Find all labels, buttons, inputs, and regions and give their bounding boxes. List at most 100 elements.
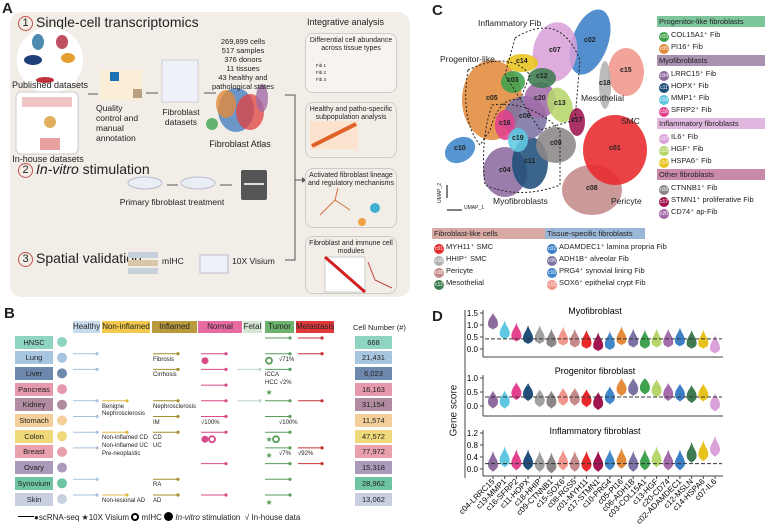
- stat-tissues: 11 tissues: [226, 64, 260, 73]
- kidney-icon: [56, 35, 68, 49]
- lung-icon: [32, 34, 44, 50]
- visium-star-icon: ★: [266, 451, 273, 460]
- violin-c03-COL15A1: [639, 449, 650, 471]
- annotation: √7%: [279, 450, 291, 457]
- legend-group-title: Progenitor-like fibroblasts: [657, 16, 765, 27]
- annotation: Nephrosclerosis: [153, 403, 197, 410]
- scrna-seq-dot: [320, 446, 324, 450]
- y-tick-label: 0.8: [467, 441, 479, 450]
- cluster-label-c07: c07: [549, 47, 561, 54]
- cluster-label-c14: c14: [516, 58, 528, 65]
- cluster-label-c03: c03: [507, 77, 519, 84]
- qc-block: [110, 72, 119, 81]
- subplot-title: Inflammatory fibroblast: [549, 426, 641, 436]
- violin-c09-CTNNB1: [546, 390, 557, 409]
- scrna-seq-dot: [320, 462, 324, 466]
- scrna-seq-dot: [224, 383, 228, 387]
- legend-item: c12 Mesothelial: [434, 277, 484, 290]
- legend-item: c11 HOPX⁺ Fib: [659, 80, 709, 93]
- legend-item-label: SOX6⁺ epithelial crypt Fib: [559, 278, 646, 287]
- scrna-seq-dot: [95, 367, 99, 371]
- violin-c04-LRRC15: [488, 390, 498, 409]
- legend-scrna: scRNA-seq: [38, 513, 80, 522]
- violin-c18-HHIP: [534, 325, 545, 345]
- legend-item-label: HHIP⁺ SMC: [446, 254, 487, 263]
- star-icon: ★: [81, 513, 89, 522]
- panel-b-label: B: [4, 305, 15, 322]
- violin-c17-STMN1: [593, 392, 604, 411]
- cluster-dot-icon: c08: [434, 268, 444, 278]
- legend-inhouse: √ In-house data: [244, 513, 301, 522]
- step-number: 1: [18, 16, 33, 31]
- legend-item-label: IL6⁺ Fib: [671, 132, 698, 141]
- legend-item-label: ADAMDEC1⁺ lamina propria Fib: [559, 242, 667, 251]
- cell-number: 668: [355, 335, 392, 349]
- violin-c02-ADAMDEC1: [674, 449, 685, 471]
- mihc-slide-icon: [128, 268, 158, 274]
- legend-item: c15 SOX6⁺ epithelial crypt Fib: [547, 277, 646, 290]
- violin-c15-SOX6: [558, 449, 569, 471]
- organ-icon: [57, 478, 67, 489]
- violin-c01-MYH11: [581, 329, 592, 349]
- scrna-seq-dot: [224, 430, 228, 434]
- scrna-seq-dot: [224, 462, 228, 466]
- stat-samples: 517 samples: [221, 46, 265, 55]
- scrna-seq-dot: [288, 399, 292, 403]
- column-header-normal: Normal: [198, 321, 242, 333]
- cluster-label-c13: c13: [554, 100, 566, 107]
- step-number: 3: [18, 252, 33, 267]
- scrna-seq-dot: [258, 367, 262, 371]
- in-vitro-dot-icon: [201, 435, 209, 443]
- scrna-seq-dot: [95, 493, 99, 497]
- legend-item-label: LRRC15⁺ Fib: [671, 69, 717, 78]
- legend-item: c10 PRG4⁺ synovial lining Fib: [547, 265, 645, 278]
- cluster-label-c19: c19: [512, 135, 524, 142]
- violin-c04-LRRC15: [488, 313, 498, 330]
- cluster-dot-icon: c15: [547, 280, 557, 290]
- legend-item: c04 LRRC15⁺ Fib: [659, 68, 716, 81]
- survival-curve-icon: [367, 261, 393, 289]
- legend-group-title: Other fibroblasts: [657, 169, 765, 180]
- cell-number: 13,062: [355, 492, 392, 506]
- y-tick-label: 1.5: [467, 309, 479, 318]
- step-2-title: 2 In-vitro stimulation: [18, 161, 150, 178]
- violin-c07-IL6: [710, 334, 720, 354]
- violin-c19-MMP1: [499, 446, 510, 468]
- scrna-seq-dot: [176, 477, 180, 481]
- pancreas-icon: [36, 77, 54, 83]
- tissue-label: Stomach: [15, 414, 53, 427]
- panel-b-legend: ●scRNA-seq ★10X Visium mIHC In-vitro sti…: [18, 512, 300, 522]
- cluster-label-c17: c17: [571, 117, 583, 124]
- cluster-label-c09: c09: [550, 140, 562, 147]
- organ-icon: [57, 368, 67, 379]
- annotation: √100%: [279, 419, 298, 426]
- mihc-ring-icon: [272, 435, 280, 444]
- cluster-label-c10: c10: [454, 145, 466, 152]
- cluster-dot-icon: c12: [434, 280, 444, 290]
- cell-icon: [44, 116, 56, 128]
- violin-c01-MYH11: [581, 450, 592, 472]
- cell-number: 47,572: [355, 429, 392, 443]
- cluster-dot-icon: c13: [659, 146, 669, 156]
- liver-icon: [24, 55, 42, 65]
- legend-item: c08 Pericyte: [434, 265, 473, 278]
- y-tick-label: 0.0: [467, 465, 479, 474]
- cluster-dot-icon: c14: [659, 158, 669, 168]
- scrna-seq-dot: [224, 399, 228, 403]
- tissue-label: Synovium: [15, 476, 53, 490]
- stat-donors: 376 donors: [224, 55, 262, 64]
- fibroblast-datasets-label: Fibroblast datasets: [162, 107, 200, 127]
- violin-c02-ADAMDEC1: [674, 383, 685, 402]
- cell-number: 15,318: [355, 461, 392, 475]
- violin-c01-MYH11: [581, 389, 592, 408]
- violin-c12-MSLN: [686, 441, 697, 463]
- cluster-label-c04: c04: [499, 167, 511, 174]
- cluster-label-c02: c02: [584, 37, 596, 44]
- legend-item: c01 MYH11⁺ SMC: [434, 241, 493, 254]
- box-title: Healthy and patho-specific subpopulation…: [309, 106, 393, 121]
- scrna-seq-dot: [288, 367, 292, 371]
- tissue-label: Breast: [15, 445, 53, 459]
- visium-star-icon: ★: [266, 435, 273, 444]
- annotation: UC: [153, 443, 162, 450]
- scrna-seq-dot: [95, 477, 99, 481]
